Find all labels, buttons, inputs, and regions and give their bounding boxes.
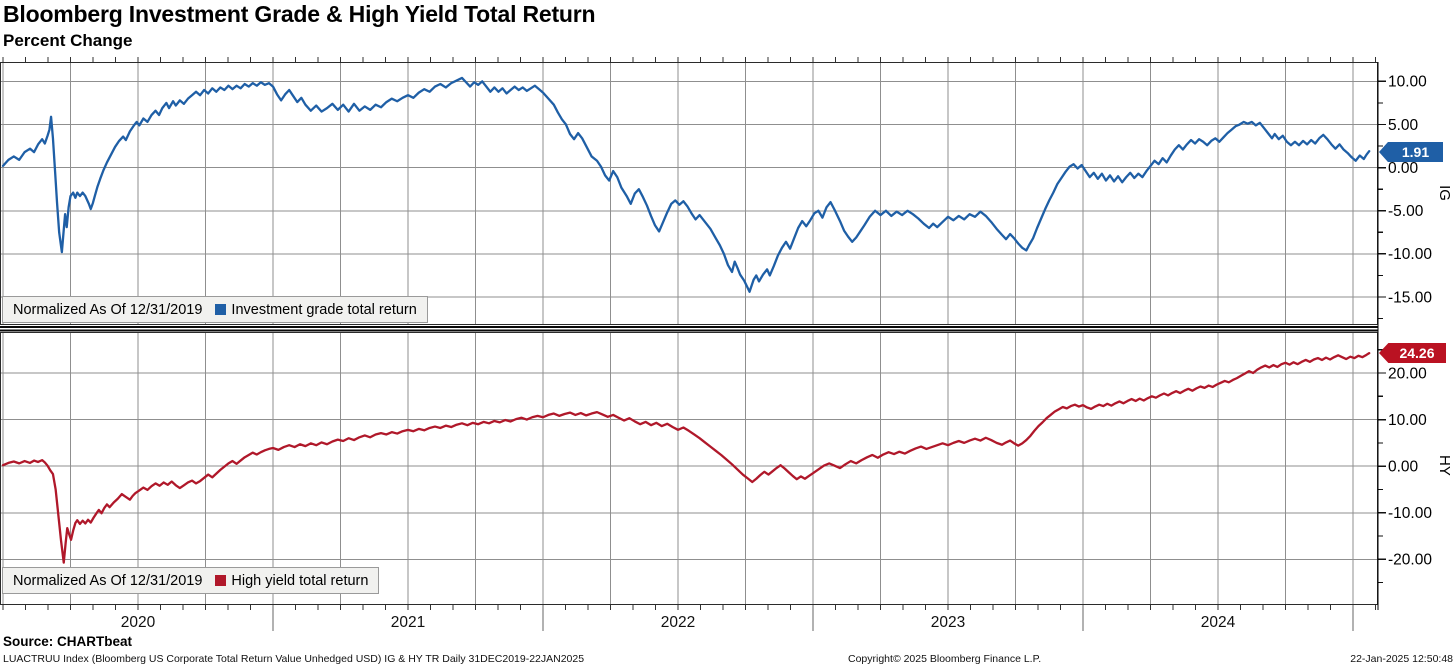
high-yield-swatch-icon (215, 575, 227, 586)
x-year-label: 2024 (1201, 614, 1236, 631)
legend-high-yield: Normalized As Of 12/31/2019 High yield t… (2, 567, 380, 594)
x-year-label: 2020 (121, 614, 156, 631)
ig-axis-label: IG (1436, 185, 1453, 201)
hy-last-value-badge: 24.26 (1379, 343, 1446, 363)
legend-investment-grade: Normalized As Of 12/31/2019 Investment g… (2, 296, 428, 323)
timestamp: 22-Jan-2025 12:50:48 (1350, 653, 1453, 665)
y-tick-label: -10.00 (1388, 246, 1432, 263)
x-year-label: 2023 (931, 614, 965, 631)
y-tick-label: 10.00 (1388, 74, 1427, 91)
y-tick-label: -15.00 (1388, 289, 1432, 306)
normalized-as-of-label: Normalized As Of 12/31/2019 (13, 301, 203, 318)
high-yield-series-label: High yield total return (231, 572, 369, 589)
investment-grade-swatch-icon (215, 304, 227, 315)
ig-last-value-badge: 1.91 (1379, 142, 1443, 162)
page-title: Bloomberg Investment Grade & High Yield … (3, 1, 596, 27)
legend-series-entry: Investment grade total return (215, 301, 417, 318)
y-tick-label: 5.00 (1388, 117, 1419, 134)
y-tick-label: -10.00 (1388, 505, 1432, 522)
hy-axis-label: HY (1436, 455, 1453, 476)
y-tick-label: 20.00 (1388, 365, 1427, 382)
y-tick-label: 0.00 (1388, 160, 1419, 177)
ig-series-line (1, 76, 1371, 293)
x-year-label: 2021 (391, 614, 425, 631)
chart-subtitle: Percent Change (3, 31, 133, 50)
investment-grade-series-label: Investment grade total return (231, 301, 417, 318)
hy-series-line (1, 351, 1371, 564)
normalized-as-of-label: Normalized As Of 12/31/2019 (13, 572, 203, 589)
x-year-label: 2022 (661, 614, 695, 631)
source-label: Source: CHARTbeat (3, 634, 133, 649)
index-description: LUACTRUU Index (Bloomberg US Corporate T… (3, 653, 585, 665)
legend-series-entry: High yield total return (215, 573, 368, 589)
y-tick-label: 10.00 (1388, 412, 1427, 429)
y-tick-label: 0.00 (1388, 458, 1419, 475)
copyright-notice: Copyright© 2025 Bloomberg Finance L.P. (848, 653, 1042, 665)
y-tick-label: -5.00 (1388, 203, 1424, 220)
y-tick-label: -20.00 (1388, 552, 1432, 569)
